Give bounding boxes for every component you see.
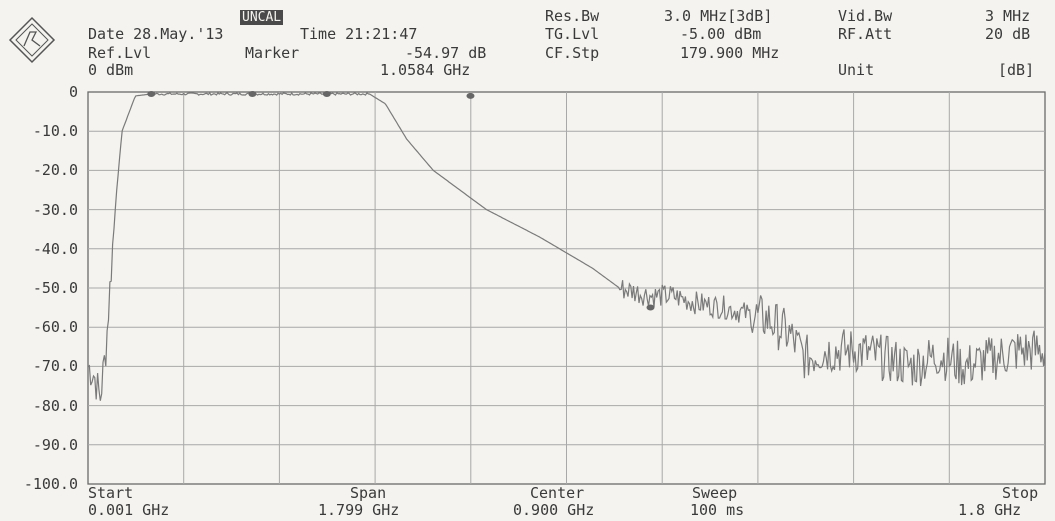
sweep-label: Sweep bbox=[692, 484, 738, 502]
res-bw-value: 3.0 MHz[3dB] bbox=[664, 7, 773, 25]
tg-level-value: -5.00 dBm bbox=[680, 25, 762, 43]
time-label: Time 21:21:47 bbox=[300, 25, 418, 43]
rf-att-value: 20 dB bbox=[985, 25, 1031, 43]
marker-level-value: -54.97 dB bbox=[405, 44, 487, 62]
start-label: Start bbox=[88, 484, 134, 502]
vid-bw-label: Vid.Bw bbox=[838, 7, 893, 25]
unit-label: Unit bbox=[838, 61, 875, 79]
start-value: 0.001 GHz bbox=[88, 501, 170, 519]
cf-step-label: CF.Stp bbox=[545, 44, 600, 62]
rohde-schwarz-logo-icon bbox=[8, 16, 56, 64]
y-tick-label: -30.0 bbox=[32, 200, 78, 219]
center-value: 0.900 GHz bbox=[513, 501, 595, 519]
trace-layer bbox=[87, 91, 1046, 401]
y-tick-label: -50.0 bbox=[32, 279, 78, 297]
span-value: 1.799 GHz bbox=[318, 501, 400, 519]
sweep-value: 100 ms bbox=[690, 501, 745, 519]
date-label: Date 28.May.'13 bbox=[88, 25, 224, 43]
marker-point bbox=[248, 90, 257, 97]
y-tick-label: -60.0 bbox=[32, 318, 78, 337]
marker-label: Marker bbox=[245, 44, 300, 62]
trace-line bbox=[87, 91, 1046, 401]
marker-frequency-value: 1.0584 GHz bbox=[380, 61, 471, 79]
y-tick-label: -80.0 bbox=[32, 396, 78, 415]
res-bw-label: Res.Bw bbox=[545, 7, 600, 25]
center-label: Center bbox=[530, 484, 585, 502]
y-tick-label: -90.0 bbox=[32, 435, 78, 454]
ref-level-label: Ref.Lvl bbox=[88, 44, 152, 62]
y-tick-label: 0 bbox=[68, 83, 78, 101]
y-tick-label: -40.0 bbox=[32, 239, 78, 258]
marker-point bbox=[147, 90, 156, 97]
stop-value: 1.8 GHz bbox=[958, 501, 1022, 519]
y-tick-label: -70.0 bbox=[32, 357, 78, 376]
tg-level-label: TG.Lvl bbox=[545, 25, 600, 43]
unit-value: [dB] bbox=[998, 61, 1035, 79]
ref-level-value: 0 dBm bbox=[88, 61, 134, 79]
y-tick-label: -10.0 bbox=[32, 122, 78, 141]
rf-att-label: RF.Att bbox=[838, 25, 893, 43]
cf-step-value: 179.900 MHz bbox=[680, 44, 780, 62]
uncal-badge: UNCAL bbox=[240, 10, 284, 25]
stop-label: Stop bbox=[1002, 484, 1039, 502]
marker-point bbox=[646, 304, 655, 311]
y-tick-label: -20.0 bbox=[32, 161, 78, 180]
vid-bw-value: 3 MHz bbox=[985, 7, 1031, 25]
marker-point bbox=[466, 92, 475, 99]
marker-point bbox=[322, 90, 331, 97]
y-tick-label: -100.0 bbox=[23, 475, 78, 493]
span-label: Span bbox=[350, 484, 387, 502]
plot-grid bbox=[87, 91, 1046, 485]
marker-layer bbox=[147, 90, 655, 311]
